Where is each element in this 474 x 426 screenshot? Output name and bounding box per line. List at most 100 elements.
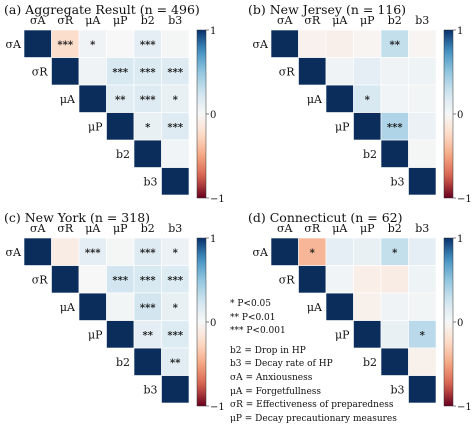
correlation-cell (51, 29, 80, 58)
colorbar-tick-label: 0 (457, 110, 463, 121)
column-label: b2 (388, 14, 402, 27)
correlation-cell (161, 139, 190, 168)
panel-title: (a) Aggregate Result (n = 496) (4, 2, 200, 17)
correlation-cell (408, 57, 437, 86)
correlation-cell (106, 292, 135, 321)
row-label: b3 (390, 175, 404, 188)
row-label: μA (307, 93, 323, 106)
correlation-cell (353, 84, 382, 113)
correlation-cell (353, 237, 382, 266)
correlation-cell (161, 29, 190, 58)
colorbar-tick-label: 1 (210, 26, 216, 37)
diagonal-cell (270, 29, 299, 58)
diagonal-cell (161, 375, 190, 404)
significance-mark: * (173, 303, 179, 314)
correlation-cell (106, 84, 135, 113)
sig-legend-1: * P<0.05 (230, 299, 271, 309)
diagonal-cell (408, 167, 437, 196)
correlation-cell (353, 57, 382, 86)
significance-mark: *** (85, 248, 101, 259)
significance-mark: *** (140, 95, 156, 106)
correlation-cell (380, 112, 409, 141)
diagonal-cell (298, 265, 327, 294)
diagonal-cell (133, 139, 162, 168)
heatmap-panel-2: (b) New Jersey (n = 116)******σA σR μA μP b2… (248, 2, 472, 205)
significance-mark: * (310, 248, 316, 259)
correlation-cell (353, 292, 382, 321)
panel-title: (d) Connecticut (n = 62) (248, 210, 403, 225)
def-b2: b2 = Drop in HP (230, 345, 306, 356)
row-label: μP (88, 328, 103, 341)
diagonal-cell (380, 347, 409, 376)
significance-mark: * (365, 95, 371, 106)
colorbar-tick-label: 1 (457, 234, 463, 245)
significance-mark: *** (140, 275, 156, 286)
correlation-cell (161, 347, 190, 376)
column-label: σA (30, 14, 47, 27)
diagonal-cell (78, 84, 107, 113)
significance-mark: * (392, 248, 398, 259)
correlation-cell (353, 29, 382, 58)
correlation-cell (325, 265, 354, 294)
diagonal-cell (51, 57, 80, 86)
column-label: σR (57, 14, 74, 27)
diagonal-cell (78, 292, 107, 321)
column-label: b2 (141, 222, 155, 235)
colorbar-tick-label: 1 (457, 26, 463, 37)
def-sigma-a: σA = Anxiousness (230, 372, 313, 383)
row-label: b2 (363, 356, 377, 369)
def-mu-p: μP = Decay precautionary measures (230, 413, 397, 424)
panel-title: (b) New Jersey (n = 116) (248, 2, 406, 17)
significance-mark: *** (167, 67, 183, 78)
correlation-cell (161, 292, 190, 321)
correlation-cell (106, 237, 135, 266)
correlation-cell (380, 265, 409, 294)
row-label: b2 (116, 148, 130, 161)
significance-mark: ** (170, 358, 181, 369)
diagonal-cell (408, 375, 437, 404)
row-label: σA (6, 38, 23, 51)
row-label: b2 (116, 356, 130, 369)
column-label: σA (30, 222, 47, 235)
correlation-cell (161, 84, 190, 113)
diagonal-cell (23, 29, 52, 58)
column-label: σR (57, 222, 74, 235)
def-mu-a: μA = Forgetfullness (230, 386, 322, 397)
column-label: μP (113, 222, 128, 235)
row-label: μA (60, 301, 76, 314)
row-label: b2 (363, 148, 377, 161)
significance-mark: *** (112, 275, 128, 286)
diagonal-cell (133, 347, 162, 376)
row-label: σA (253, 246, 270, 259)
heatmap-panel-3: (c) New York (n = 318)*** *** **** *** *****… (4, 210, 225, 413)
correlation-cell (408, 237, 437, 266)
column-label: b3 (415, 222, 429, 235)
correlation-cell (325, 237, 354, 266)
column-label: b3 (168, 222, 182, 235)
significance-mark: *** (167, 122, 183, 133)
row-label: μP (335, 328, 350, 341)
diagonal-cell (106, 112, 135, 141)
correlation-cell (408, 139, 437, 168)
row-label: σR (32, 65, 49, 78)
correlation-cell (380, 84, 409, 113)
def-b3: b3 = Decay rate of HP (230, 359, 333, 370)
colorbar-tick-label: −1 (210, 194, 225, 205)
correlation-cell (408, 265, 437, 294)
row-label: σA (253, 38, 270, 51)
significance-mark: ** (143, 330, 154, 341)
correlation-cell (408, 84, 437, 113)
correlation-cell (408, 112, 437, 141)
diagonal-cell (270, 237, 299, 266)
diagonal-cell (380, 139, 409, 168)
significance-mark: * (145, 122, 151, 133)
significance-mark: *** (140, 303, 156, 314)
correlation-cell (298, 29, 327, 58)
column-label: b2 (388, 222, 402, 235)
significance-mark: * (420, 330, 426, 341)
row-label: b3 (143, 383, 157, 396)
row-label: μP (88, 120, 103, 133)
correlation-cell (380, 320, 409, 349)
diagonal-cell (325, 84, 354, 113)
